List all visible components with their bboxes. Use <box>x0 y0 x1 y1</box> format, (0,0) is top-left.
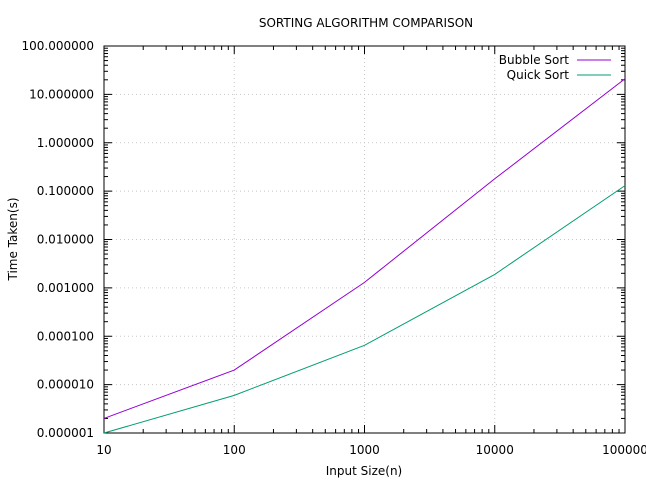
y-tick-label: 100.000000 <box>21 39 94 53</box>
series-layer <box>103 78 626 434</box>
legend-label: Bubble Sort <box>499 53 569 67</box>
y-tick-label: 0.100000 <box>37 184 94 198</box>
x-tick-label: 1000 <box>349 443 380 457</box>
x-tick-label: 10 <box>96 443 111 457</box>
y-tick-label: 0.001000 <box>37 281 94 295</box>
x-tick-label: 100000 <box>602 443 646 457</box>
series-line-quick-sort <box>103 185 626 434</box>
series-line-bubble-sort <box>103 78 626 419</box>
x-tick-label: 10000 <box>476 443 514 457</box>
y-tick-label: 10.000000 <box>29 87 94 101</box>
x-axis-title: Input Size(n) <box>326 464 403 478</box>
y-tick-label: 0.010000 <box>37 233 94 247</box>
legend-label: Quick Sort <box>507 68 570 82</box>
y-axis-title: Time Taken(s) <box>6 197 20 281</box>
y-tick-label: 0.000100 <box>37 329 94 343</box>
grid-lines <box>104 46 625 433</box>
x-tick-label: 100 <box>223 443 246 457</box>
y-tick-label: 0.000001 <box>37 426 94 440</box>
y-tick-label: 1.000000 <box>37 136 94 150</box>
chart-title: SORTING ALGORITHM COMPARISON <box>259 16 473 30</box>
y-tick-label: 0.000010 <box>37 378 94 392</box>
axis-ticks: 10 100 1000 10000 100000 0.000001 0.000010 0.00… <box>21 39 646 457</box>
